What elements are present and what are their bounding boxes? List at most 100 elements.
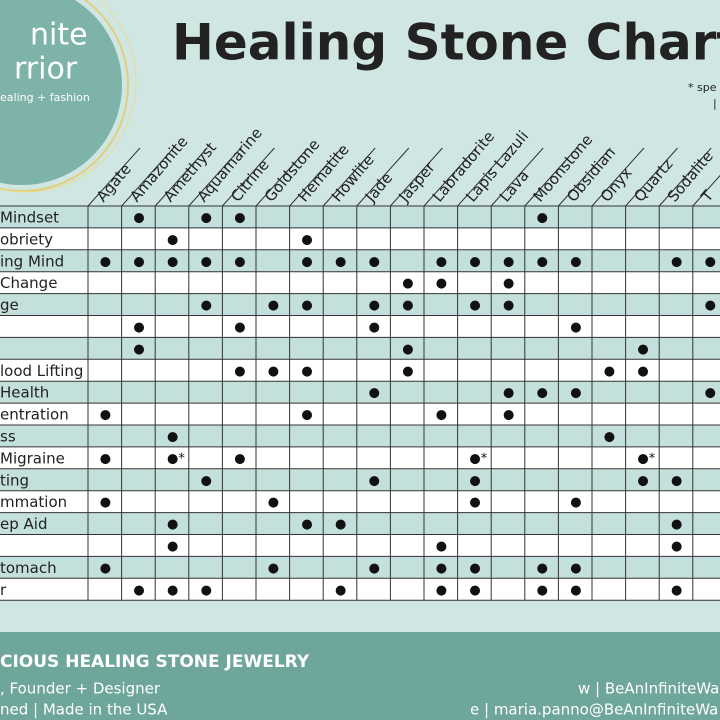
cell-mark: ●: [436, 561, 447, 576]
row-band: [0, 578, 720, 601]
cell-mark: ●: [234, 320, 245, 335]
cell-mark: ●: [570, 254, 581, 269]
cell-mark: ●: [268, 561, 279, 576]
cell-mark: ●: [671, 583, 682, 598]
cell-mark: ●: [369, 386, 380, 401]
header-rule: [154, 147, 208, 207]
cell-mark: ●: [402, 364, 413, 379]
cell-mark: ●: [436, 583, 447, 598]
cell-mark: ●: [167, 254, 178, 269]
row-label: ting: [0, 471, 29, 489]
row-label: ge: [0, 296, 19, 314]
row-label: Migraine: [0, 449, 65, 467]
cell-mark: ●: [234, 254, 245, 269]
row-label: ss: [0, 427, 16, 445]
row-band: [0, 425, 720, 447]
logo-text: nite: [30, 18, 88, 53]
row-band: [0, 249, 720, 272]
cell-mark: ●: [100, 451, 111, 466]
cell-mark: ●: [234, 210, 245, 225]
cell-mark: ●: [570, 320, 581, 335]
cell-mark: ●*: [167, 451, 185, 466]
cell-mark: ●: [369, 561, 380, 576]
cell-mark: ●*: [469, 451, 487, 466]
cell-mark: ●: [671, 517, 682, 532]
cell-mark: ●: [369, 320, 380, 335]
cell-mark: ●: [469, 254, 480, 269]
cell-mark: ●: [234, 451, 245, 466]
cell-mark: ●: [369, 254, 380, 269]
cell-mark: ●: [301, 232, 312, 247]
cell-mark: ●*: [637, 451, 655, 466]
row-label: mmation: [0, 493, 67, 511]
cell-mark: ●: [469, 561, 480, 576]
cell-mark: ●: [167, 429, 178, 444]
cell-mark: ●: [637, 342, 648, 357]
row-band: [0, 534, 720, 557]
cell-mark: ●: [167, 539, 178, 554]
header-rule: [625, 147, 678, 207]
cell-mark: ●: [537, 583, 548, 598]
row-band: [0, 315, 720, 338]
cell-mark: ●: [671, 539, 682, 554]
cell-mark: ●: [503, 254, 514, 269]
footer-line: ned | Made in the USA: [0, 701, 168, 719]
cell-mark: ●: [301, 298, 312, 313]
cell-mark: ●: [570, 583, 581, 598]
footer-line: , Founder + Designer: [0, 680, 161, 698]
cell-mark: ●: [604, 364, 615, 379]
cell-mark: ●: [201, 254, 212, 269]
row-band: [0, 359, 720, 382]
cell-mark: ●: [167, 517, 178, 532]
row-label: Mindset: [0, 208, 59, 226]
cell-mark: ●: [234, 364, 245, 379]
cell-mark: ●: [100, 561, 111, 576]
cell-mark: ●: [570, 495, 581, 510]
cell-mark: ●: [167, 232, 178, 247]
row-band: [0, 337, 720, 360]
cell-mark: ●: [268, 298, 279, 313]
header-rule: [558, 147, 611, 207]
footer-band: [0, 632, 720, 720]
cell-mark: ●: [469, 298, 480, 313]
cell-mark: ●: [436, 254, 447, 269]
header-rule: [222, 147, 275, 207]
cell-mark: ●: [469, 495, 480, 510]
header-rule: [390, 147, 443, 207]
cell-mark: ●: [537, 561, 548, 576]
cell-mark: ●: [705, 254, 716, 269]
row-band: [0, 381, 720, 404]
cell-mark: ●: [133, 254, 144, 269]
row-band: [0, 490, 720, 513]
cell-mark: ●: [469, 583, 480, 598]
cell-mark: ●: [268, 364, 279, 379]
row-label: lood Lifting: [0, 362, 83, 380]
footer-tagline: CIOUS HEALING STONE JEWELRY: [0, 652, 310, 672]
cell-mark: ●: [100, 254, 111, 269]
cell-mark: ●: [671, 254, 682, 269]
cell-mark: ●: [604, 429, 615, 444]
row-label: Health: [0, 384, 49, 402]
header-rule: [457, 147, 510, 207]
cell-mark: ●: [503, 276, 514, 291]
cell-mark: ●: [133, 320, 144, 335]
header-rule: [188, 147, 242, 207]
row-band: [0, 271, 720, 294]
cell-mark: ●: [537, 254, 548, 269]
row-label: r: [0, 581, 7, 599]
cell-mark: ●: [268, 495, 279, 510]
footer-contact: e | maria.panno@BeAnInfiniteWa: [470, 701, 718, 719]
header-rule: [490, 147, 544, 207]
cell-mark: ●: [369, 473, 380, 488]
row-label: ing Mind: [0, 252, 64, 270]
cell-mark: ●: [201, 210, 212, 225]
row-band: [0, 468, 720, 491]
row-band: [0, 403, 720, 425]
title: Healing Stone Chart: [172, 14, 720, 72]
cell-mark: ●: [100, 408, 111, 423]
logo-ring: [0, 0, 137, 193]
header-rule: [423, 147, 477, 207]
header-rule: [356, 147, 410, 207]
logo-tagline: ealing + fashion: [0, 91, 90, 104]
